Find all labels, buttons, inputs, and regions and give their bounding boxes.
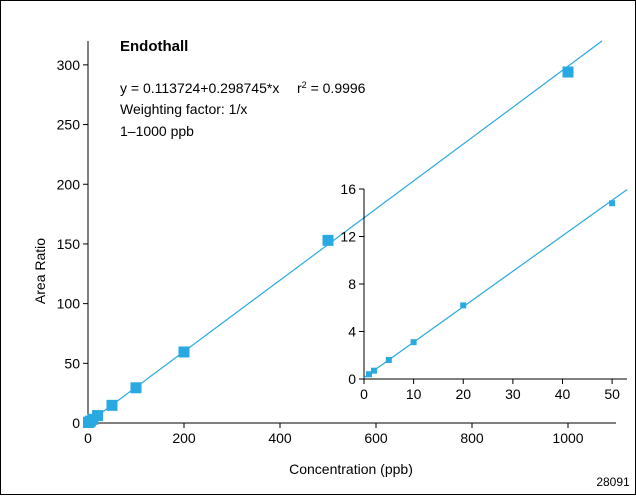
inset-data-point (365, 371, 372, 378)
main-y-tick-label: 150 (57, 236, 81, 252)
main-y-tick-label: 300 (57, 57, 81, 73)
inset-fit-line (363, 189, 628, 379)
x-axis-label: Concentration (ppb) (289, 461, 413, 477)
main-data-point (106, 399, 118, 411)
main-marks (82, 40, 603, 429)
inset-y-tick-label: 12 (340, 229, 356, 245)
range-text: 1–1000 ppb (120, 123, 194, 139)
inset-x-tick-label: 0 (360, 386, 368, 402)
inset-x-tick-label: 20 (455, 386, 471, 402)
inset-x-tick-label: 10 (406, 386, 422, 402)
inset-data-point (385, 357, 392, 363)
inset-y-tick-label: 8 (348, 276, 356, 292)
inset-y-tick-label: 4 (348, 324, 356, 340)
main-y-tick-label: 200 (57, 176, 81, 192)
main-y-tick-label: 0 (72, 415, 80, 431)
weighting-text: Weighting factor: 1/x (120, 101, 247, 117)
main-x-tick-label: 200 (172, 430, 196, 446)
figure-id: 28091 (596, 475, 630, 489)
main-x-tick-label: 800 (460, 430, 484, 446)
chart-title: Endothall (120, 38, 188, 55)
main-fit-line (87, 40, 603, 424)
main-y-tick-label: 250 (57, 117, 81, 133)
main-data-point (562, 66, 574, 78)
inset-x-tick-label: 30 (505, 386, 521, 402)
inset-data-point (370, 367, 377, 374)
equation-text: y = 0.113724+0.298745*x (120, 80, 279, 96)
main-y-tick-label: 100 (57, 296, 81, 312)
main-x-tick-label: 400 (268, 430, 292, 446)
inset-y-tick-label: 0 (348, 371, 356, 387)
main-x-tick-label: 0 (84, 430, 92, 446)
inset-marks (363, 189, 628, 379)
r2-text: r2 = 0.9996 (297, 80, 366, 96)
main-data-point (322, 234, 334, 246)
inset-x-tick-label: 40 (555, 386, 571, 402)
inset-data-point (609, 200, 616, 207)
main-data-point (92, 410, 104, 422)
main-x-tick-label: 600 (364, 430, 388, 446)
inset-axes: 0 10 20 30 40 50 0 4 8 12 16 (340, 181, 627, 402)
inset-data-point (410, 339, 417, 346)
y-axis-label: Area Ratio (32, 238, 48, 304)
main-data-point (178, 346, 190, 358)
main-y-tick-label: 50 (64, 355, 80, 371)
inset-x-tick-label: 50 (604, 386, 620, 402)
inset-data-point (460, 302, 467, 309)
main-x-tick-label: 1000 (552, 430, 583, 446)
main-data-point (130, 382, 142, 394)
inset-y-tick-label: 16 (340, 181, 356, 197)
